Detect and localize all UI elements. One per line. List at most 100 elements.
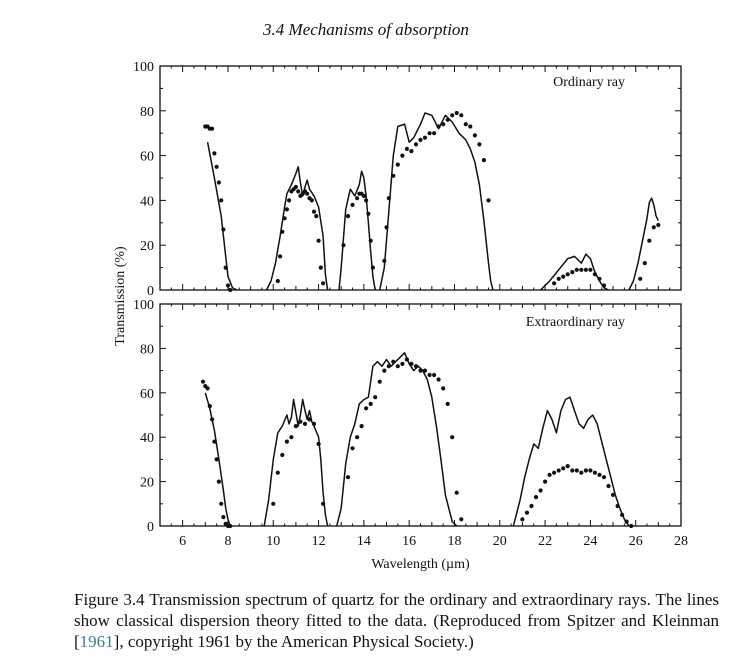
data-point-1-66 bbox=[588, 468, 593, 473]
caption-text-end: ], copyright 1961 by the American Physic… bbox=[113, 632, 474, 651]
data-point-0-64 bbox=[468, 124, 473, 129]
fit-line-1-1 bbox=[263, 398, 329, 527]
data-point-1-27 bbox=[355, 435, 360, 440]
data-point-0-79 bbox=[597, 276, 602, 281]
data-point-0-40 bbox=[364, 198, 369, 203]
data-point-1-41 bbox=[418, 368, 423, 373]
data-point-1-62 bbox=[570, 468, 575, 473]
data-point-0-43 bbox=[370, 265, 375, 270]
data-point-1-21 bbox=[307, 417, 312, 422]
data-point-1-30 bbox=[368, 401, 373, 406]
data-point-1-8 bbox=[219, 501, 224, 506]
data-point-0-35 bbox=[350, 202, 355, 207]
figure-caption: Figure 3.4 Transmission spectrum of quar… bbox=[74, 589, 719, 652]
data-point-0-56 bbox=[432, 131, 437, 136]
data-point-1-16 bbox=[284, 439, 289, 444]
citation-link[interactable]: 1961 bbox=[79, 632, 114, 651]
data-point-0-68 bbox=[486, 198, 491, 203]
x-tick-label-9: 24 bbox=[583, 534, 597, 549]
data-point-1-28 bbox=[359, 424, 364, 429]
data-point-1-25 bbox=[345, 475, 351, 480]
data-point-1-31 bbox=[373, 395, 378, 400]
data-point-0-9 bbox=[223, 265, 228, 270]
data-point-1-50 bbox=[459, 517, 464, 522]
data-point-1-45 bbox=[436, 377, 441, 382]
data-point-1-73 bbox=[620, 512, 625, 518]
data-point-1-36 bbox=[395, 364, 400, 369]
data-point-1-33 bbox=[382, 368, 387, 373]
x-tick-label-5: 16 bbox=[402, 534, 416, 549]
data-point-0-67 bbox=[481, 158, 486, 163]
ordinary-ray-panel: 0 20 40 60 80 100 Ordinary ray bbox=[133, 60, 682, 299]
data-point-0-53 bbox=[418, 137, 423, 142]
data-point-1-0 bbox=[200, 379, 206, 384]
data-point-0-61 bbox=[454, 110, 459, 116]
data-point-1-4 bbox=[210, 417, 215, 422]
data-point-1-2 bbox=[205, 386, 210, 391]
data-point-0-33 bbox=[341, 243, 346, 248]
y-axis-label: Transmission (%) bbox=[113, 246, 128, 346]
fit-line-0-4 bbox=[540, 253, 609, 291]
data-point-0-4 bbox=[212, 151, 217, 156]
data-point-0-7 bbox=[219, 198, 224, 203]
data-point-1-53 bbox=[529, 503, 534, 509]
panel-label-1: Extraordinary ray bbox=[526, 315, 625, 330]
data-point-0-81 bbox=[638, 276, 643, 281]
data-point-0-46 bbox=[386, 196, 391, 201]
data-point-1-52 bbox=[524, 510, 530, 515]
y-tick-label-0-2: 40 bbox=[140, 194, 154, 209]
data-point-0-55 bbox=[427, 131, 432, 136]
data-point-0-77 bbox=[588, 267, 593, 272]
x-tick-label-0: 6 bbox=[179, 534, 186, 549]
data-point-0-76 bbox=[583, 267, 589, 272]
caption-text-start: Figure 3.4 Transmission spectrum of quar… bbox=[74, 590, 719, 651]
data-point-1-24 bbox=[321, 501, 326, 506]
data-point-0-16 bbox=[284, 207, 289, 212]
data-point-0-17 bbox=[287, 198, 292, 203]
fit-line-0-0 bbox=[206, 142, 238, 291]
data-point-1-48 bbox=[450, 435, 455, 440]
data-point-0-72 bbox=[565, 272, 570, 277]
data-point-0-25 bbox=[305, 191, 310, 196]
y-tick-label-1-5: 100 bbox=[133, 298, 154, 313]
data-point-1-63 bbox=[574, 468, 579, 473]
data-point-1-7 bbox=[216, 479, 221, 484]
data-point-0-42 bbox=[368, 238, 373, 243]
data-point-1-40 bbox=[413, 364, 419, 369]
data-point-1-69 bbox=[601, 475, 607, 480]
data-point-0-66 bbox=[477, 142, 482, 147]
data-point-0-59 bbox=[445, 117, 450, 122]
data-point-1-55 bbox=[538, 488, 543, 493]
data-point-1-49 bbox=[454, 490, 459, 495]
data-point-0-57 bbox=[436, 124, 441, 129]
data-point-1-56 bbox=[543, 479, 548, 484]
data-point-1-43 bbox=[427, 372, 432, 378]
data-point-1-58 bbox=[552, 470, 557, 475]
data-point-0-5 bbox=[214, 164, 219, 169]
data-point-0-3 bbox=[210, 126, 215, 131]
data-point-1-12 bbox=[228, 523, 233, 529]
data-point-0-70 bbox=[556, 276, 561, 281]
fit-line-1-2 bbox=[335, 352, 458, 527]
fit-line-0-3 bbox=[378, 112, 494, 291]
x-tick-label-3: 12 bbox=[312, 534, 326, 549]
data-point-1-61 bbox=[565, 464, 570, 469]
data-point-0-63 bbox=[463, 122, 468, 127]
data-point-1-29 bbox=[364, 406, 369, 411]
data-point-0-12 bbox=[275, 278, 280, 284]
data-point-1-22 bbox=[311, 421, 317, 426]
data-point-0-44 bbox=[382, 258, 387, 263]
fit-line-0-1 bbox=[265, 166, 329, 291]
data-point-1-70 bbox=[606, 483, 611, 489]
data-point-0-34 bbox=[345, 214, 351, 219]
fit-line-0-5 bbox=[628, 197, 659, 291]
data-point-0-48 bbox=[395, 162, 400, 167]
data-point-0-39 bbox=[361, 193, 366, 198]
data-point-1-35 bbox=[391, 359, 396, 364]
data-point-0-62 bbox=[459, 113, 464, 118]
fit-line-0-2 bbox=[338, 170, 376, 291]
x-axis-label: Wavelength (µm) bbox=[371, 557, 470, 572]
x-tick-label-7: 20 bbox=[493, 534, 507, 549]
data-point-1-18 bbox=[293, 424, 298, 429]
data-point-0-28 bbox=[311, 209, 317, 214]
